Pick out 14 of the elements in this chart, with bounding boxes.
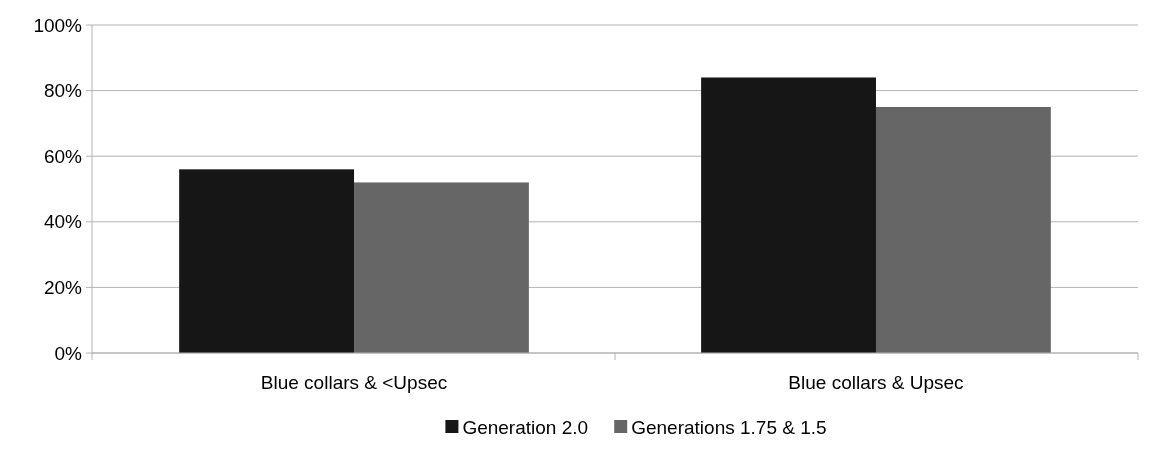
- x-tick-label: Blue collars & <Upsec: [260, 372, 448, 393]
- y-tick-label: 0%: [54, 342, 83, 364]
- legend-label: Generations 1.75 & 1.5: [631, 417, 827, 438]
- bar: [875, 107, 1051, 353]
- bar: [354, 182, 529, 353]
- legend-label: Generation 2.0: [462, 417, 589, 438]
- bar: [701, 77, 876, 353]
- y-tick-label: 100%: [33, 14, 83, 36]
- y-tick-label: 80%: [43, 80, 83, 102]
- x-tick-label: Blue collars & Upsec: [788, 372, 964, 393]
- y-tick-label: 20%: [43, 277, 83, 299]
- y-tick-label: 60%: [43, 145, 83, 167]
- bar: [179, 169, 355, 353]
- y-tick-label: 40%: [43, 211, 83, 233]
